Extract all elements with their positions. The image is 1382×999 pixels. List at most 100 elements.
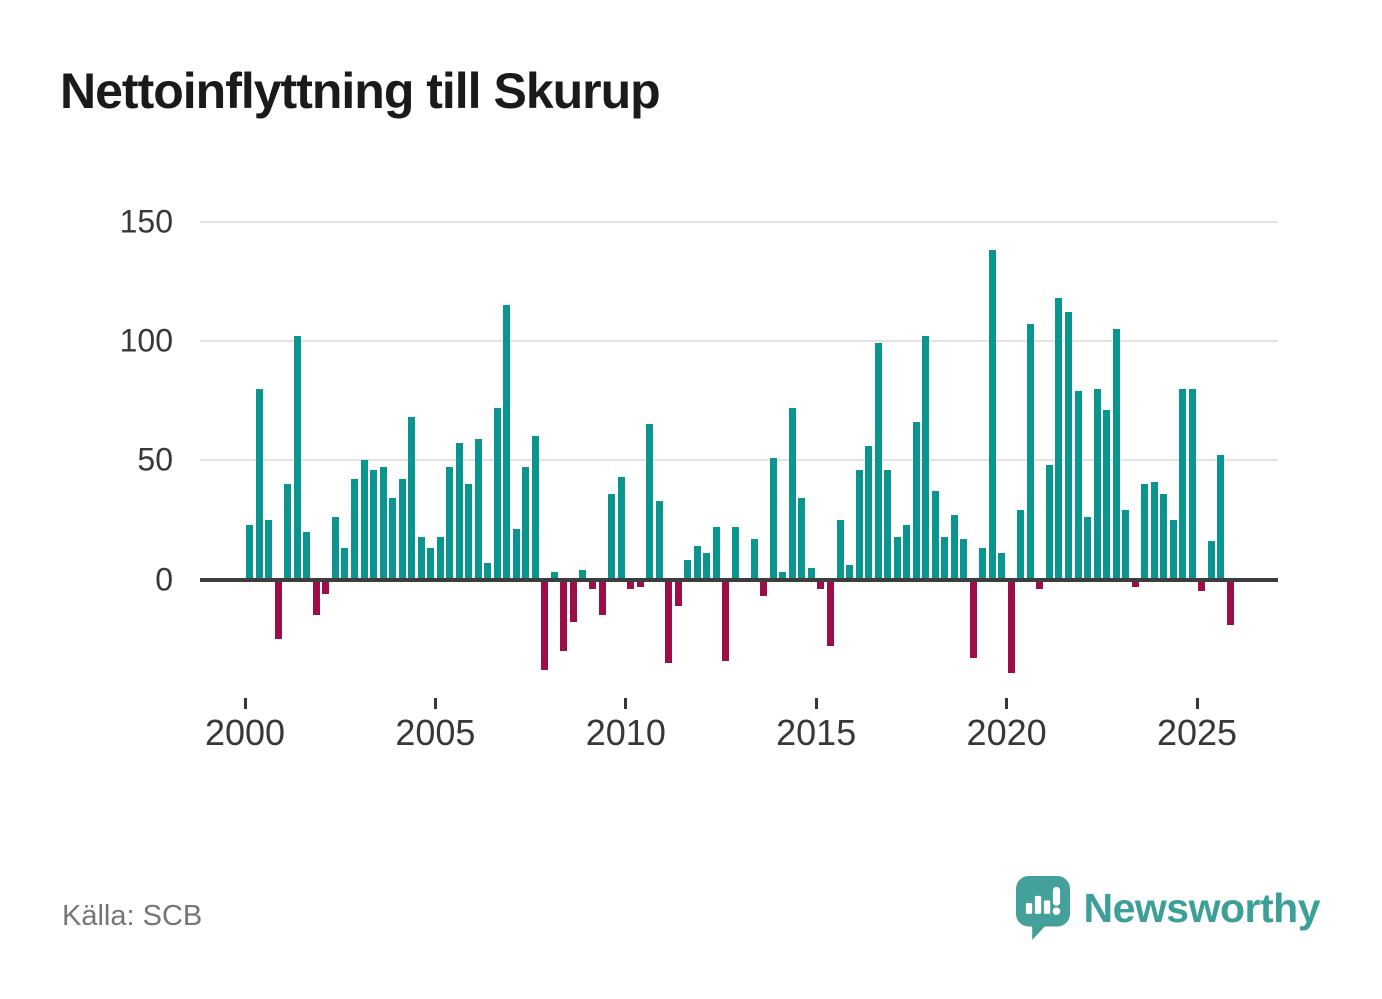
newsworthy-logo-icon xyxy=(1015,876,1070,940)
gridline-y150 xyxy=(200,220,1278,223)
bar xyxy=(1122,510,1130,580)
bar xyxy=(560,579,568,652)
bar xyxy=(569,579,577,623)
bar xyxy=(998,553,1006,580)
bar xyxy=(312,579,320,616)
x-axis-label-2010: 2010 xyxy=(585,712,666,753)
bar xyxy=(941,536,949,580)
source-note: Källa: SCB xyxy=(62,900,203,932)
bar xyxy=(379,467,387,580)
bar xyxy=(788,407,796,580)
bar xyxy=(1131,579,1139,587)
gridline-y100 xyxy=(200,339,1278,342)
bar xyxy=(646,424,654,580)
bar xyxy=(1093,388,1101,580)
page-title: Nettoinflyttning till Skurup xyxy=(60,63,661,119)
bar xyxy=(246,524,254,580)
bar xyxy=(541,579,549,671)
bar xyxy=(284,484,292,580)
bar xyxy=(684,560,692,580)
bar xyxy=(408,417,416,580)
bar xyxy=(1160,493,1168,580)
bar xyxy=(988,250,996,580)
bar xyxy=(722,579,730,661)
x-axis-label-2025: 2025 xyxy=(1156,712,1238,753)
bar xyxy=(1064,312,1072,580)
x-axis-label-2000: 2000 xyxy=(204,712,286,753)
bar xyxy=(512,529,520,580)
bar xyxy=(1084,517,1092,580)
brand-footer: Newsworthy xyxy=(1015,876,1320,940)
bar xyxy=(884,469,892,580)
x-axis-zero-line xyxy=(200,577,1278,582)
x-axis-label-2015: 2015 xyxy=(776,712,857,753)
bar xyxy=(255,388,263,580)
bar xyxy=(826,579,834,647)
bar xyxy=(274,579,282,640)
bar xyxy=(769,457,777,580)
bar xyxy=(446,467,454,580)
bar xyxy=(617,476,625,580)
bar xyxy=(588,579,596,590)
bar xyxy=(1207,541,1215,580)
bar xyxy=(712,526,720,580)
bar xyxy=(979,548,987,580)
bar xyxy=(427,548,435,580)
x-axis-tick-2000 xyxy=(243,698,247,709)
bar xyxy=(760,579,768,597)
bar xyxy=(655,500,663,580)
x-axis-tick-2015 xyxy=(814,698,818,709)
bar xyxy=(465,484,473,580)
bar xyxy=(874,343,882,580)
bar xyxy=(1103,410,1111,580)
y-axis-label-100: 100 xyxy=(119,322,173,359)
bar xyxy=(636,579,644,587)
bar xyxy=(731,526,739,580)
bar xyxy=(398,479,406,580)
bar xyxy=(960,538,968,580)
bar xyxy=(550,572,558,580)
bar xyxy=(531,436,539,580)
bar xyxy=(798,498,806,580)
bar xyxy=(579,569,587,580)
gridline-y50 xyxy=(200,459,1278,462)
bar xyxy=(855,469,863,580)
bar xyxy=(665,579,673,664)
bar xyxy=(674,579,682,606)
bar xyxy=(922,336,930,580)
bar xyxy=(493,407,501,580)
bar xyxy=(846,565,854,580)
bar xyxy=(303,531,311,580)
bar xyxy=(807,567,815,580)
bar xyxy=(608,493,616,580)
bar xyxy=(455,443,463,580)
bar xyxy=(1007,579,1015,673)
bar xyxy=(331,517,339,580)
bar xyxy=(693,546,701,580)
bar xyxy=(350,479,358,580)
x-axis-tick-2025 xyxy=(1195,698,1199,709)
bar xyxy=(474,438,482,580)
bar xyxy=(931,491,939,580)
bar xyxy=(912,421,920,580)
x-axis-tick-2005 xyxy=(433,698,437,709)
bar xyxy=(893,536,901,580)
bar xyxy=(1179,388,1187,580)
bar xyxy=(1074,390,1082,580)
bar xyxy=(1150,481,1158,580)
bar xyxy=(417,536,425,580)
bar xyxy=(598,579,606,616)
x-axis-label-2020: 2020 xyxy=(966,712,1047,753)
bar xyxy=(950,515,958,580)
bar xyxy=(1045,464,1053,580)
x-axis-tick-2020 xyxy=(1005,698,1009,709)
bar xyxy=(484,562,492,580)
bar xyxy=(1112,328,1120,580)
bar xyxy=(436,536,444,580)
bar xyxy=(865,445,873,580)
bar xyxy=(1141,484,1149,580)
bar xyxy=(1169,519,1177,580)
bar xyxy=(703,553,711,580)
x-axis-tick-2010 xyxy=(624,698,628,709)
